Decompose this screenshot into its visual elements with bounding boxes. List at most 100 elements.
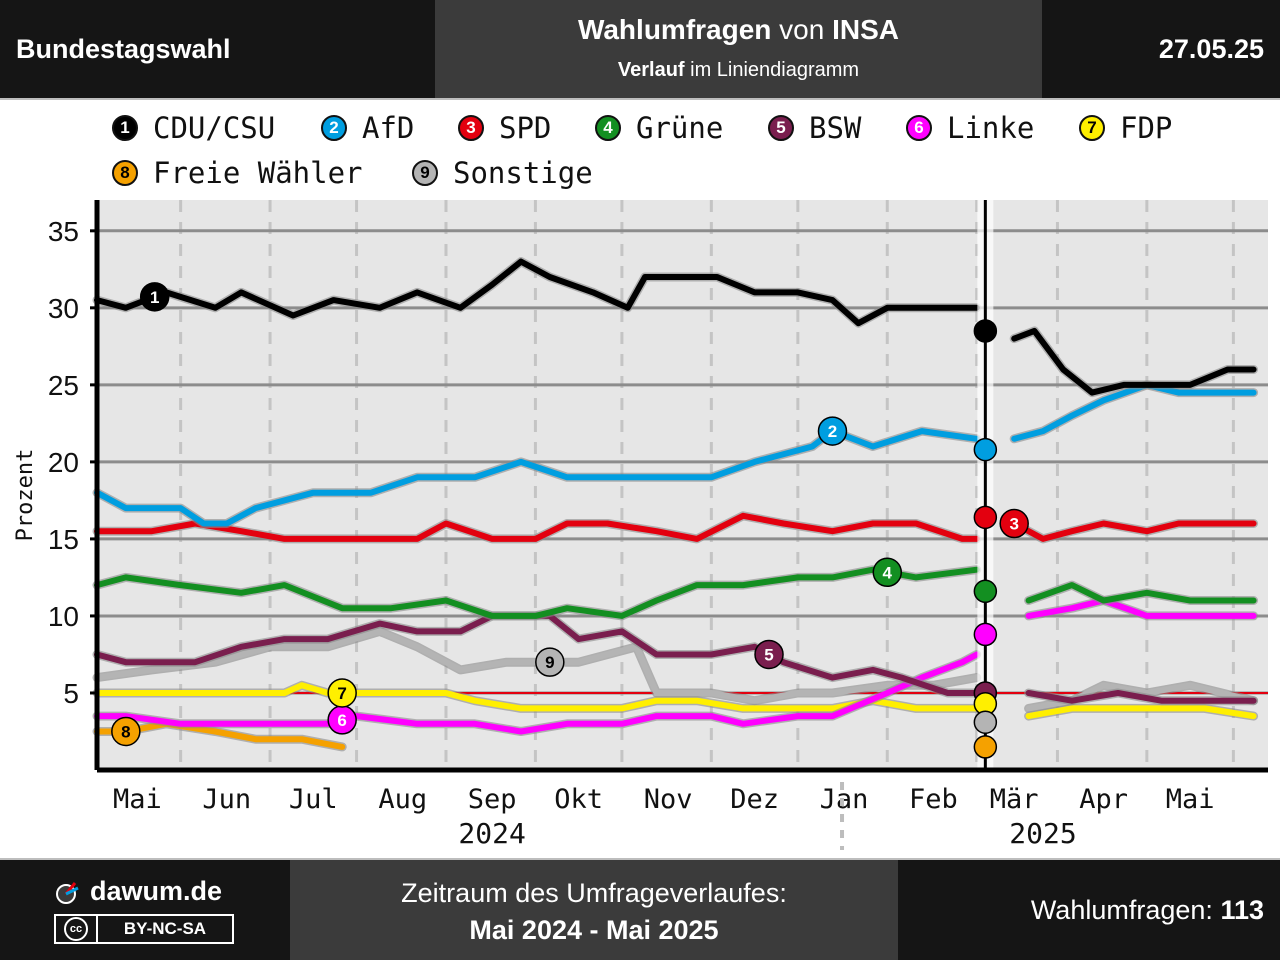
legend-label-sonstige: Sonstige [453, 156, 593, 190]
x-tick-label: Dez [730, 784, 779, 815]
footer-brand-block: dawum.de cc BY-NC-SA [0, 860, 290, 960]
legend-item-sonstige: 9 Sonstige [412, 156, 593, 190]
x-tick-label: Mai [1166, 784, 1215, 815]
legend-item-linke: 6 Linke [906, 111, 1034, 145]
chart-heading-title: Wahlumfragen von INSA [435, 14, 1042, 46]
legend-label-spd: SPD [499, 111, 552, 145]
chart-series-labels: 1 2 3 4 5 6 7 8 9 [111, 282, 1029, 747]
series-label-badge-afd [817, 416, 848, 446]
license-text: BY-NC-SA [98, 916, 232, 942]
legend-label-bsw: BSW [809, 111, 862, 145]
series-label-badge-spd [999, 508, 1029, 539]
series-label-num-sonstige: 9 [545, 653, 554, 672]
legend-item-bsw: 5 BSW [768, 111, 861, 145]
series-label-badge-bsw [754, 639, 784, 670]
election-result-cdu-csu [973, 319, 998, 343]
heading-institute: INSA [832, 14, 900, 45]
series-line-cdu-csu [94, 258, 980, 327]
x-year-label: 2025 [1009, 817, 1076, 850]
y-tick-label: 10 [48, 601, 79, 632]
x-year-label: 2024 [458, 817, 525, 850]
subtitle-verlauf: Verlauf [617, 59, 685, 81]
legend-item-gruene: 4 Grüne [595, 111, 723, 145]
legend-label-gruene: Grüne [636, 111, 724, 145]
series-line-gruene [94, 566, 980, 619]
election-result-freie-waehler [973, 735, 998, 759]
series-line-spd [1011, 520, 1257, 542]
series-line-linke [1025, 597, 1257, 619]
x-tick-label: Feb [909, 784, 958, 815]
footer-bar: dawum.de cc BY-NC-SA Zeitraum des Umfrag… [0, 860, 1280, 960]
legend-badge-8: 8 [112, 160, 138, 186]
polls-label: Wahlumfragen: [1030, 894, 1213, 925]
plot-background [97, 200, 1268, 770]
legend-item-fdp: 7 FDP [1079, 111, 1172, 145]
y-tick-label: 25 [48, 370, 79, 401]
chart-heading-subtitle: Verlauf im Liniendiagramm [435, 59, 1042, 82]
legend-badge-2: 2 [321, 115, 347, 141]
footer-divider [0, 858, 1280, 860]
y-tick-label: 5 [63, 678, 79, 709]
election-result-afd [973, 437, 998, 462]
series-label-badge-gruene [872, 557, 903, 588]
legend-badge-6: 6 [906, 115, 932, 141]
y-tick-label: 35 [48, 216, 79, 247]
heading-von: von [779, 14, 825, 45]
x-tick-label: Okt [554, 784, 603, 815]
x-tick-label: Apr [1079, 784, 1128, 815]
polls-count: 113 [1220, 894, 1264, 925]
cc-icon-text: cc [64, 917, 88, 941]
series-line-linke [94, 651, 980, 735]
period-value: Mai 2024 - Mai 2025 [469, 915, 719, 945]
series-label-num-cdu-csu: 1 [150, 288, 159, 307]
header-bar: Bundestagswahl Wahlumfragen von INSA Ver… [0, 0, 1280, 98]
series-label-badge-freie-waehler [111, 716, 141, 747]
series-label-num-spd: 3 [1009, 515, 1018, 534]
series-line-afd [1011, 381, 1257, 442]
heading-wahlumfragen: Wahlumfragen [577, 14, 772, 45]
series-label-num-afd: 2 [828, 422, 837, 441]
legend-item-cdu-csu: 1 CDU/CSU [112, 111, 275, 145]
x-tick-label: Nov [644, 784, 693, 815]
legend-badge-4: 4 [595, 115, 621, 141]
cc-icon: cc [56, 916, 96, 942]
legend-label-fdp: FDP [1120, 111, 1173, 145]
legend-label-linke: Linke [947, 111, 1035, 145]
series-label-badge-fdp [327, 678, 357, 708]
x-tick-label: Mai [113, 784, 162, 815]
series-label-num-fdp: 7 [337, 684, 346, 703]
series-line-bsw [94, 612, 980, 696]
y-tick-label: 15 [48, 524, 79, 555]
series-label-badge-sonstige [535, 647, 565, 677]
period-label: Zeitraum des Umfrageverlaufes: [401, 878, 787, 908]
x-tick-label: Mär [990, 784, 1039, 815]
y-axis-label: Prozent [13, 449, 38, 542]
legend-label-cdu-csu: CDU/CSU [153, 111, 276, 145]
license-badge: cc BY-NC-SA [54, 914, 234, 944]
series-label-num-freie-waehler: 8 [121, 722, 130, 741]
footer-poll-count: Wahlumfragen: 113 [1031, 860, 1264, 960]
series-label-num-gruene: 4 [883, 563, 893, 582]
footer-period-block: Zeitraum des Umfrageverlaufes: Mai 2024 … [290, 860, 898, 960]
legend-item-freie-waehler: 8 Freie Wähler [112, 156, 363, 190]
series-line-spd [94, 512, 980, 542]
legend-badge-1: 1 [112, 115, 138, 141]
series-line-gruene [1025, 582, 1257, 604]
brand-row: dawum.de [54, 876, 222, 907]
legend-item-spd: 3 SPD [458, 111, 551, 145]
election-result-gruene [973, 579, 998, 604]
subtitle-rest: im Liniendiagramm [690, 59, 860, 81]
election-marker [973, 200, 998, 770]
brand-name: dawum.de [90, 876, 223, 906]
dawum-logo-icon [56, 881, 79, 904]
chart-heading: Wahlumfragen von INSA Verlauf im Liniend… [435, 0, 1042, 98]
header-divider [0, 98, 1280, 100]
legend-item-afd: 2 AfD [321, 111, 414, 145]
series-line-bsw [1025, 690, 1257, 704]
legend-label-freie-waehler: Freie Wähler [153, 156, 363, 190]
y-tick-label: 30 [48, 293, 79, 324]
legend-label-afd: AfD [362, 111, 415, 145]
